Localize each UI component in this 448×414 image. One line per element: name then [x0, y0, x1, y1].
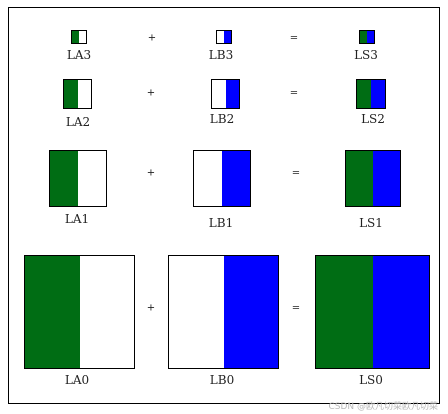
box-lb2 — [211, 79, 240, 109]
equals-operator-row0: = — [291, 302, 301, 314]
box-la2-right — [77, 80, 91, 108]
box-la3 — [71, 30, 87, 44]
label-lb0: LB0 — [209, 373, 235, 387]
box-lb2-right — [225, 80, 239, 108]
box-lb1 — [193, 150, 251, 207]
equals-operator-row2: = — [289, 87, 299, 99]
label-lb3: LB3 — [208, 48, 234, 62]
box-la1 — [49, 150, 107, 207]
plus-operator-row3: + — [147, 32, 157, 44]
label-lb2: LB2 — [209, 112, 235, 126]
box-la0-right — [79, 256, 134, 368]
box-lb3-left — [217, 31, 224, 43]
box-la3-left — [72, 31, 79, 43]
label-la3: LA3 — [66, 48, 92, 62]
box-lb3-right — [224, 31, 231, 43]
box-ls1-left — [346, 151, 373, 206]
label-ls3: LS3 — [354, 48, 378, 62]
plus-operator-row2: + — [146, 87, 156, 99]
label-la0: LA0 — [64, 373, 90, 387]
box-ls0-right — [372, 256, 429, 368]
box-lb0 — [168, 255, 279, 369]
plus-operator-row1: + — [146, 167, 156, 179]
box-lb1-left — [194, 151, 222, 206]
label-la2: LA2 — [65, 115, 91, 129]
box-la2-left — [64, 80, 78, 108]
box-ls1-right — [373, 151, 400, 206]
box-lb3 — [216, 30, 232, 44]
box-la3-right — [79, 31, 86, 43]
box-lb0-right — [223, 256, 278, 368]
label-ls1: LS1 — [359, 216, 383, 230]
box-la2 — [63, 79, 92, 109]
box-lb1-right — [222, 151, 250, 206]
box-ls2-left — [357, 80, 371, 108]
box-lb0-left — [169, 256, 224, 368]
box-ls3 — [359, 30, 375, 44]
box-ls2 — [356, 79, 386, 109]
box-la1-left — [50, 151, 78, 206]
equals-operator-row1: = — [291, 167, 301, 179]
label-ls2: LS2 — [361, 112, 385, 126]
watermark: CSDN @欧凡切菜欧凡切菜 — [328, 402, 438, 412]
label-la1: LA1 — [64, 212, 90, 226]
box-la0 — [24, 255, 135, 369]
box-la0-left — [25, 256, 80, 368]
box-ls3-left — [360, 31, 367, 43]
box-ls0 — [315, 255, 430, 369]
box-ls2-right — [371, 80, 385, 108]
box-ls0-left — [316, 256, 373, 368]
label-ls0: LS0 — [359, 373, 383, 387]
plus-operator-row0: + — [146, 302, 156, 314]
box-lb2-left — [212, 80, 226, 108]
equals-operator-row3: = — [289, 32, 299, 44]
box-ls1 — [345, 150, 401, 207]
box-la1-right — [78, 151, 106, 206]
label-lb1: LB1 — [208, 216, 234, 230]
box-ls3-right — [367, 31, 374, 43]
